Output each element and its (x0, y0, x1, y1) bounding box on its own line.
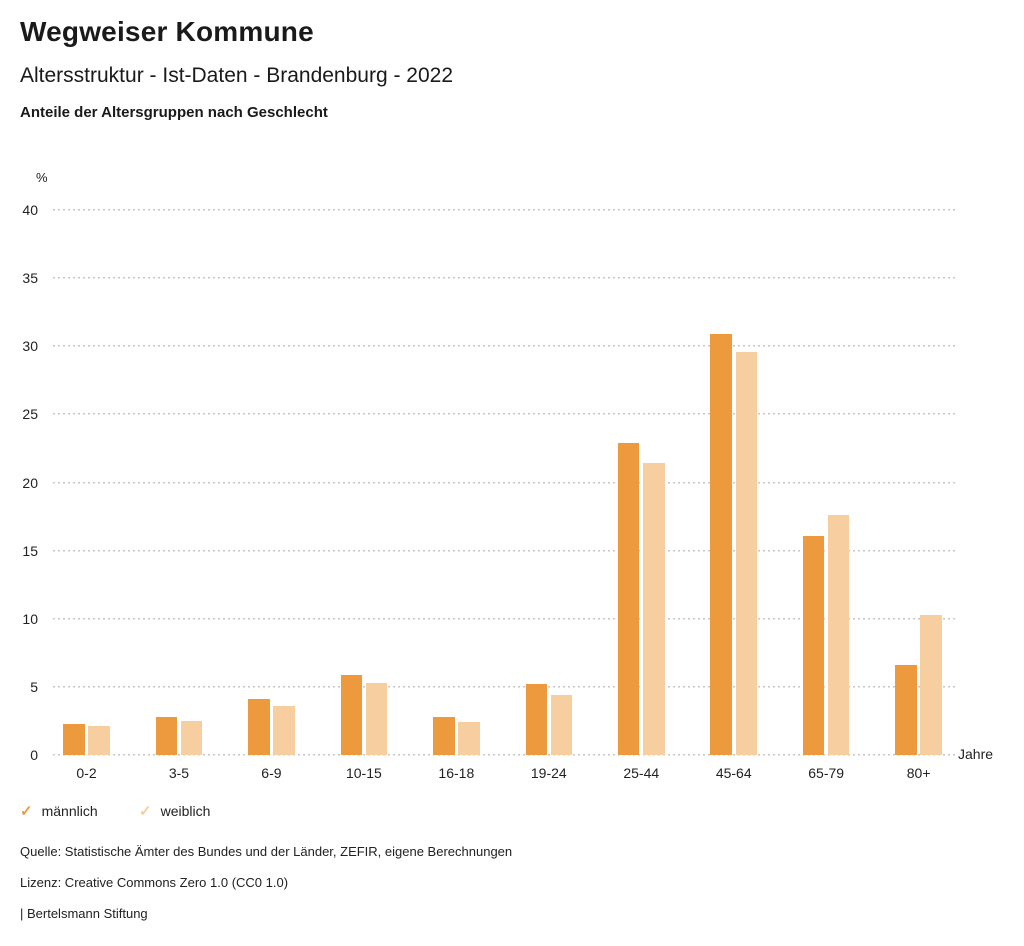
bar-maennlich-10-15[interactable] (340, 674, 363, 755)
gridline-15 (53, 549, 955, 552)
x-tick-label-6-9: 6-9 (261, 765, 282, 781)
gridline-0 (53, 754, 955, 756)
y-axis-unit-label: % (36, 170, 48, 185)
legend-label-maennlich: männlich (41, 803, 98, 819)
check-icon: ✓ (20, 802, 33, 820)
bar-maennlich-6-9[interactable] (248, 699, 270, 755)
bar-weiblich-10-15[interactable] (365, 682, 388, 755)
chart-caption: Anteile der Altersgruppen nach Geschlech… (20, 104, 328, 121)
y-tick-label-5: 5 (30, 678, 38, 695)
x-tick-label-0-2: 0-2 (76, 765, 97, 781)
legend-item-maennlich[interactable]: ✓ männlich (20, 803, 98, 819)
gridline-25 (53, 413, 955, 416)
bar-weiblich-65-79[interactable] (827, 515, 850, 755)
bar-weiblich-6-9[interactable] (273, 705, 295, 755)
bar-maennlich-3-5[interactable] (155, 716, 178, 755)
app-title: Wegweiser Kommune (20, 16, 314, 47)
x-tick-label-65-79: 65-79 (808, 765, 845, 781)
bar-maennlich-65-79[interactable] (802, 535, 825, 755)
gridline-5 (53, 685, 955, 688)
x-tick-label-19-24: 19-24 (530, 765, 567, 781)
bar-weiblich-0-2[interactable] (88, 726, 110, 755)
legend-item-weiblich[interactable]: ✓ weiblich (139, 803, 210, 819)
y-tick-label-30: 30 (22, 338, 38, 355)
bar-weiblich-16-18[interactable] (458, 722, 480, 755)
x-tick-label-45-64: 45-64 (715, 765, 752, 781)
x-tick-label-10-15: 10-15 (345, 765, 382, 781)
bar-weiblich-3-5[interactable] (180, 720, 203, 755)
y-tick-label-20: 20 (22, 474, 38, 491)
x-tick-label-25-44: 25-44 (623, 765, 660, 781)
gridline-40 (53, 209, 955, 211)
gridline-30 (53, 345, 955, 348)
check-icon: ✓ (139, 802, 152, 820)
gridline-35 (53, 277, 955, 280)
y-tick-label-40: 40 (22, 202, 38, 218)
license-note: Lizenz: Creative Commons Zero 1.0 (CC0 1… (20, 875, 289, 890)
y-tick-label-15: 15 (22, 542, 38, 559)
y-tick-label-0: 0 (30, 747, 38, 763)
x-tick-label-3-5: 3-5 (168, 765, 190, 781)
x-axis-unit-label: Jahre (958, 746, 994, 762)
bar-maennlich-0-2[interactable] (63, 723, 85, 755)
gridline-20 (53, 481, 955, 484)
legend-label-weiblich: weiblich (160, 803, 211, 819)
y-tick-label-25: 25 (22, 406, 38, 423)
bar-maennlich-19-24[interactable] (525, 684, 547, 755)
x-tick-label-80+: 80+ (906, 765, 931, 781)
y-tick-label-10: 10 (22, 610, 38, 627)
gridline-10 (53, 617, 955, 620)
source-note: Quelle: Statistische Ämter des Bundes un… (20, 844, 513, 859)
bar-weiblich-19-24[interactable] (550, 695, 573, 755)
bar-maennlich-16-18[interactable] (433, 716, 455, 755)
x-tick-label-16-18: 16-18 (438, 765, 475, 781)
bar-maennlich-80+[interactable] (895, 665, 917, 755)
bar-weiblich-25-44[interactable] (643, 463, 665, 755)
bar-weiblich-45-64[interactable] (735, 351, 758, 755)
bar-maennlich-25-44[interactable] (617, 442, 640, 755)
chart-subtitle: Altersstruktur - Ist-Daten - Brandenburg… (20, 64, 454, 87)
bar-maennlich-45-64[interactable] (710, 333, 732, 755)
attribution-note: | Bertelsmann Stiftung (20, 906, 148, 921)
y-tick-label-35: 35 (22, 270, 38, 287)
bar-weiblich-80+[interactable] (920, 614, 942, 755)
